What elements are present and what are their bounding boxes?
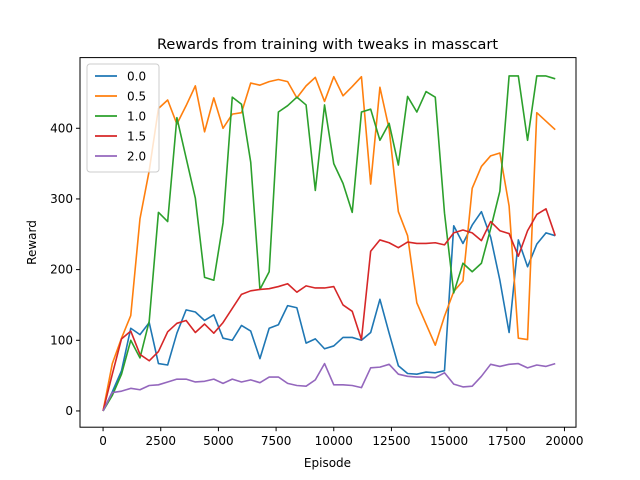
y-tick-label: 300 — [50, 192, 73, 206]
y-tick-label: 200 — [50, 263, 73, 277]
legend-label: 2.0 — [127, 150, 146, 164]
y-tick-label: 400 — [50, 121, 73, 135]
legend-box — [86, 63, 160, 173]
x-tick-label: 15000 — [430, 434, 468, 448]
x-axis-label: Episode — [304, 456, 351, 470]
series-line-2.0 — [102, 362, 556, 412]
y-tick-label: 100 — [50, 333, 73, 347]
axes-frame — [79, 57, 577, 428]
x-tick-label: 12500 — [372, 434, 410, 448]
series-line-0.0 — [102, 210, 556, 412]
legend-label: 1.0 — [127, 110, 146, 124]
series-line-1.5 — [102, 208, 556, 412]
legend: 0.0 0.5 1.0 1.5 2.0 — [86, 63, 160, 173]
y-axis: 0 100 200 300 400 — [50, 121, 80, 418]
series-line-1.0 — [102, 75, 556, 412]
x-axis: 0 2500 5000 7500 10000 12500 15000 17500 20000 — [99, 427, 584, 448]
chart-title: Rewards from training with tweaks in mas… — [157, 37, 498, 53]
x-tick-label: 0 — [99, 434, 107, 448]
x-tick-label: 17500 — [488, 434, 526, 448]
x-tick-label: 20000 — [545, 434, 583, 448]
legend-label: 1.5 — [127, 130, 146, 144]
x-tick-label: 10000 — [315, 434, 353, 448]
y-axis-label: Reward — [25, 220, 39, 265]
x-tick-label: 7500 — [261, 434, 292, 448]
plot-area — [102, 75, 556, 412]
y-tick-label: 0 — [65, 404, 73, 418]
x-tick-label: 2500 — [145, 434, 176, 448]
x-tick-label: 5000 — [203, 434, 234, 448]
legend-label: 0.0 — [127, 70, 146, 84]
legend-label: 0.5 — [127, 90, 146, 104]
